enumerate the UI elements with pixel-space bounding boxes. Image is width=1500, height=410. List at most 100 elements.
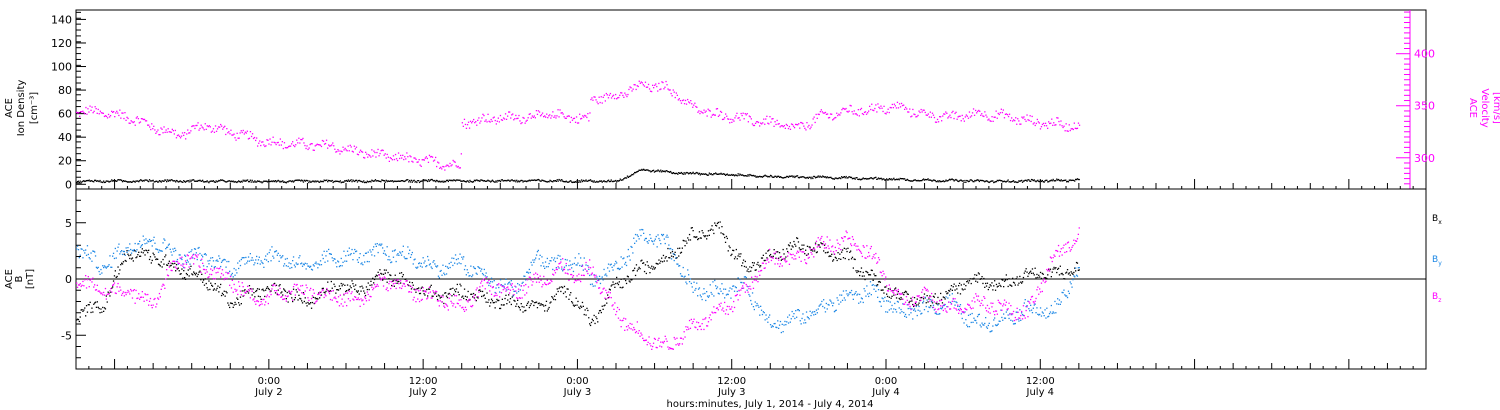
density-point <box>781 177 783 179</box>
by-point <box>179 254 181 256</box>
density-point <box>742 174 744 176</box>
bz-point <box>408 291 410 293</box>
bx-point <box>706 235 709 237</box>
bx-point <box>213 288 215 290</box>
velocity-point <box>236 132 238 134</box>
velocity-point <box>546 113 548 115</box>
bx-point <box>400 272 403 274</box>
density-point <box>787 175 789 178</box>
bx-point <box>158 264 161 266</box>
density-point <box>313 181 315 183</box>
by-point <box>852 298 854 300</box>
density-point <box>229 181 232 183</box>
by-point <box>274 250 277 253</box>
velocity-point <box>930 116 932 118</box>
bx-point <box>835 257 837 259</box>
density-point <box>595 181 597 183</box>
bx-point <box>1030 272 1033 274</box>
density-point <box>877 178 879 180</box>
bz-point <box>250 288 252 290</box>
bx-point <box>370 280 372 282</box>
velocity-point <box>906 108 908 110</box>
velocity-point <box>415 158 417 160</box>
bx-point <box>993 285 995 287</box>
velocity-point <box>655 83 657 85</box>
density-point <box>447 180 449 183</box>
by-point <box>578 253 580 255</box>
velocity-point <box>451 164 453 166</box>
bx-point <box>440 296 442 298</box>
by-point <box>683 276 685 278</box>
velocity-point <box>994 116 996 118</box>
density-point <box>238 180 240 182</box>
by-point <box>517 283 519 285</box>
bz-point <box>166 274 169 276</box>
density-point <box>130 181 132 183</box>
velocity-point <box>988 118 990 120</box>
bx-point <box>625 282 628 285</box>
by-point <box>1048 315 1050 317</box>
velocity-point <box>530 117 532 119</box>
bx-point <box>114 270 116 272</box>
density-point <box>220 179 222 181</box>
density-point <box>326 179 328 181</box>
by-point <box>979 324 981 326</box>
velocity-point <box>1040 126 1043 128</box>
bz-point <box>156 303 158 305</box>
density-point <box>860 178 863 181</box>
bx-point <box>912 303 914 306</box>
density-point <box>955 178 957 181</box>
velocity-point <box>1042 122 1045 125</box>
density-point <box>426 180 428 182</box>
velocity-point <box>179 137 182 139</box>
bz-point <box>466 300 468 302</box>
bx-point <box>261 289 263 291</box>
by-point <box>789 321 791 323</box>
bz-point <box>84 279 86 281</box>
velocity-point <box>989 120 991 122</box>
bx-point <box>630 279 632 281</box>
density-point <box>366 180 368 182</box>
bz-point <box>301 292 303 294</box>
density-point <box>199 179 201 181</box>
bx-point <box>180 273 182 275</box>
bx-point <box>820 242 822 244</box>
bx-point <box>847 247 849 249</box>
bx-point <box>436 295 438 297</box>
bz-point <box>265 301 267 303</box>
bx-point <box>621 287 623 289</box>
by-point <box>704 292 706 295</box>
bx-point <box>542 304 544 306</box>
bx-point <box>809 246 811 248</box>
bz-point <box>369 295 371 298</box>
bx-point <box>95 306 98 308</box>
velocity-point <box>414 157 416 159</box>
bx-point <box>402 274 404 276</box>
density-point <box>202 179 204 181</box>
bx-point <box>1072 273 1074 275</box>
density-point <box>879 177 881 180</box>
by-point <box>212 260 215 262</box>
bx-point <box>773 249 775 251</box>
bx-point <box>1074 267 1076 269</box>
bx-point <box>556 288 558 290</box>
velocity-point <box>715 108 718 110</box>
bx-point <box>796 237 798 239</box>
velocity-point <box>1057 117 1059 119</box>
density-point <box>354 180 356 183</box>
bx-point <box>466 296 468 298</box>
by-point <box>206 266 208 268</box>
bz-point <box>282 298 284 301</box>
by-point <box>793 313 795 315</box>
bx-point <box>100 308 102 310</box>
by-point <box>81 248 83 250</box>
bx-point <box>309 303 311 305</box>
by-point <box>883 300 885 302</box>
bx-point <box>853 258 855 260</box>
velocity-point <box>393 158 396 161</box>
density-point <box>844 177 846 179</box>
bx-point <box>237 298 239 300</box>
density-point <box>939 180 941 182</box>
bx-point <box>1034 267 1036 269</box>
velocity-point <box>260 144 262 147</box>
